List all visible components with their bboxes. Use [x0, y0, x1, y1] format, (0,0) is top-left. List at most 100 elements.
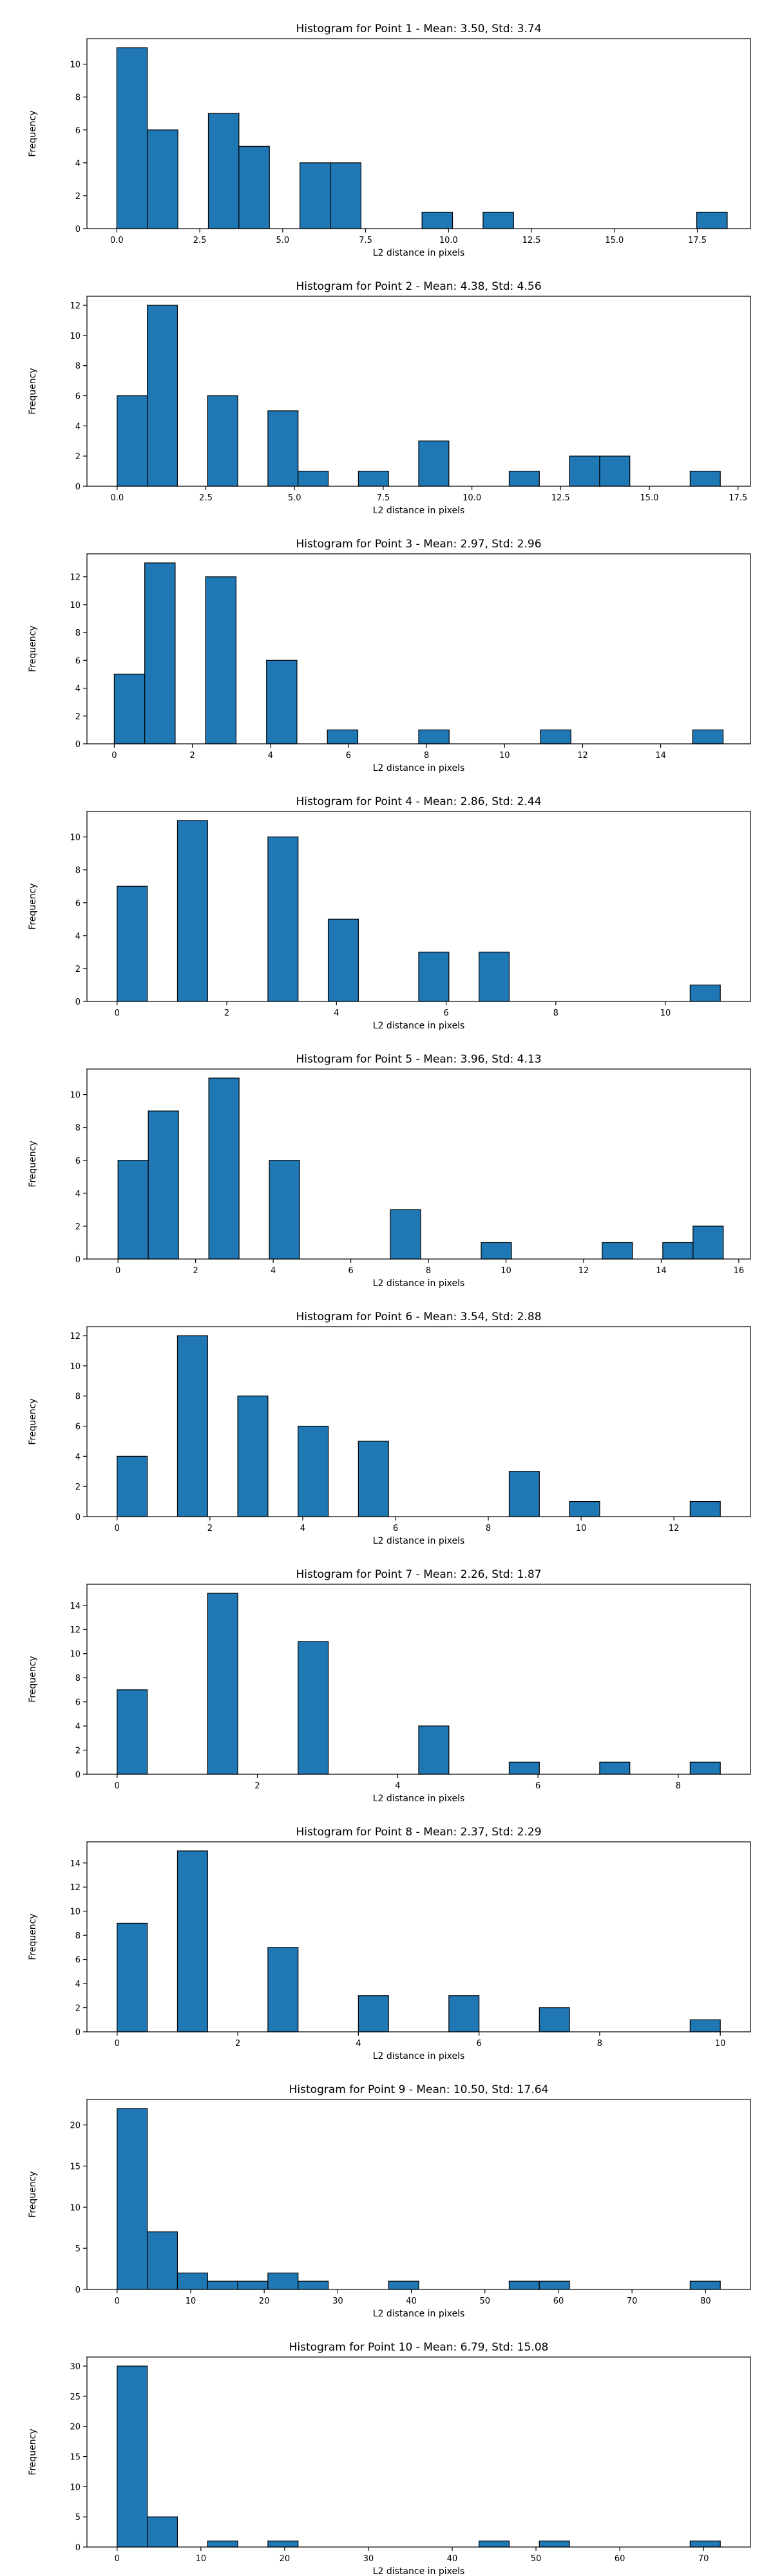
x-tick-label: 8 — [424, 751, 429, 761]
histogram-bar — [418, 951, 450, 1002]
x-tick-label: 2 — [235, 2039, 240, 2049]
x-tick-label: 0.0 — [110, 236, 124, 245]
x-tick-label: 6 — [476, 2039, 481, 2049]
y-tick-label: 12 — [70, 573, 81, 583]
y-tick-label: 12 — [70, 301, 81, 311]
x-tick-label: 12 — [669, 1524, 680, 1533]
x-tick-label: 17.5 — [688, 236, 707, 245]
x-axis-label: L2 distance in pixels — [373, 2051, 465, 2061]
x-tick-label: 30 — [363, 2554, 374, 2564]
histogram-bar — [479, 2541, 510, 2548]
histogram-bar — [689, 1501, 721, 1517]
y-tick-label: 20 — [70, 2423, 81, 2432]
y-tick-label: 6 — [75, 1157, 81, 1166]
y-axis-label: Frequency — [28, 110, 38, 156]
x-tick-label: 12 — [578, 1266, 589, 1276]
y-tick-label: 4 — [75, 1722, 81, 1732]
histogram-panel-8: 0 2 4 6 8 10 0 2 4 6 8 10 12 14 Histogram for Point 8 … — [0, 1803, 773, 2061]
x-tick-label: 0 — [115, 1266, 120, 1276]
histogram-chart-7: 0 2 4 6 8 0 2 4 6 8 10 12 14 Histogram for Point 7 - … — [28, 1568, 751, 1803]
plot-frame — [86, 2099, 751, 2290]
x-tick-label: 10 — [499, 751, 510, 761]
x-tick-label: 60 — [553, 2297, 564, 2306]
y-tick-label: 2 — [75, 712, 81, 722]
plot-frame — [86, 1326, 751, 1517]
histogram-bar — [269, 1160, 300, 1260]
histogram-bar — [388, 2280, 419, 2290]
bars — [117, 820, 721, 1002]
x-tick-label: 8 — [676, 1781, 681, 1791]
y-tick-label: 0 — [75, 1770, 81, 1780]
x-tick-label: 10 — [186, 2297, 196, 2306]
y-tick-label: 10 — [70, 2203, 81, 2213]
histogram-bar — [117, 1689, 148, 1775]
histogram-panel-10: 0 10 20 30 40 50 60 70 0 5 10 15 20 25 30 Histogram for… — [0, 2318, 773, 2576]
x-tick-label: 0 — [115, 1781, 120, 1791]
histogram-panel-9: 0 10 20 30 40 50 60 70 80 0 5 10 15 20 Histogram for P… — [0, 2061, 773, 2318]
x-axis-label: L2 distance in pixels — [373, 248, 465, 258]
bars — [117, 1077, 724, 1260]
y-tick-label: 2 — [75, 452, 81, 462]
x-tick-label: 2.5 — [199, 493, 213, 503]
histogram-bar — [418, 729, 450, 744]
y-tick-label: 8 — [75, 866, 81, 876]
y-tick-label: 8 — [75, 1674, 81, 1683]
x-tick-label: 12 — [577, 751, 588, 761]
histogram-bar — [237, 2280, 269, 2290]
y-tick-label: 5 — [75, 2513, 81, 2523]
x-tick-label: 20 — [280, 2554, 291, 2564]
chart-title: Histogram for Point 5 - Mean: 3.96, Std:… — [296, 1053, 541, 1066]
chart-title: Histogram for Point 8 - Mean: 2.37, Std:… — [296, 1826, 541, 1839]
y-axis-label: Frequency — [28, 1141, 38, 1187]
chart-title: Histogram for Point 4 - Mean: 2.86, Std:… — [296, 795, 541, 808]
y-tick-label: 2 — [75, 1222, 81, 1232]
y-tick-label: 4 — [75, 685, 81, 694]
x-tick-label: 10 — [660, 1009, 671, 1018]
plot-frame — [86, 1068, 751, 1260]
histogram-bar — [599, 1761, 631, 1775]
histogram-bar — [689, 2019, 721, 2032]
histogram-panel-2: 0.0 2.5 5.0 7.5 10.0 12.5 15.0 17.5 0 2 4 6 8 10 12 His… — [0, 258, 773, 515]
histogram-bar — [177, 1850, 208, 2032]
y-tick-label: 25 — [70, 2392, 81, 2402]
histogram-chart-8: 0 2 4 6 8 10 0 2 4 6 8 10 12 14 Histogram for Point 8 … — [28, 1826, 751, 2061]
histogram-bar — [390, 1209, 421, 1260]
histogram-bar — [479, 951, 510, 1002]
histogram-chart-5: 0 2 4 6 8 10 12 14 16 0 2 4 6 8 10 Histogram for Point … — [28, 1053, 751, 1288]
y-tick-label: 0 — [75, 2543, 81, 2553]
plot-frame — [86, 2356, 751, 2548]
histogram-bar — [358, 1995, 389, 2032]
y-tick-label: 4 — [75, 422, 81, 431]
y-tick-label: 0 — [75, 2028, 81, 2038]
x-tick-label: 70 — [698, 2554, 709, 2564]
x-tick-label: 4 — [300, 1524, 305, 1533]
y-tick-label: 0 — [75, 998, 81, 1007]
x-tick-label: 2 — [224, 1009, 229, 1018]
histogram-bar — [689, 2541, 721, 2548]
x-axis-label: L2 distance in pixels — [373, 1536, 465, 1546]
histogram-chart-3: 0 2 4 6 8 10 12 14 0 2 4 6 8 10 12 Histogram for Point … — [28, 538, 751, 773]
histogram-bar — [207, 2541, 238, 2548]
y-tick-label: 8 — [75, 629, 81, 638]
y-tick-label: 4 — [75, 159, 81, 169]
histogram-bar — [117, 395, 148, 487]
x-tick-label: 10 — [576, 1524, 587, 1533]
histogram-bar — [689, 2280, 721, 2290]
y-tick-label: 4 — [75, 1452, 81, 1462]
histogram-bar — [569, 455, 600, 487]
x-tick-label: 14 — [656, 1266, 667, 1276]
chart-title: Histogram for Point 9 - Mean: 10.50, Std… — [289, 2083, 549, 2096]
x-tick-label: 5.0 — [288, 493, 301, 503]
y-tick-label: 8 — [75, 1931, 81, 1941]
histogram-bar — [539, 2541, 570, 2548]
histogram-bar — [117, 1922, 148, 2032]
x-tick-label: 7.5 — [377, 493, 390, 503]
histogram-bar — [481, 1242, 512, 1260]
histogram-bar — [267, 836, 299, 1002]
histogram-bar — [298, 2280, 329, 2290]
x-tick-label: 40 — [447, 2554, 458, 2564]
x-tick-label: 17.5 — [729, 493, 747, 503]
x-tick-label: 0 — [115, 1524, 120, 1533]
y-tick-label: 10 — [70, 1908, 81, 1917]
x-tick-label: 8 — [426, 1266, 431, 1276]
